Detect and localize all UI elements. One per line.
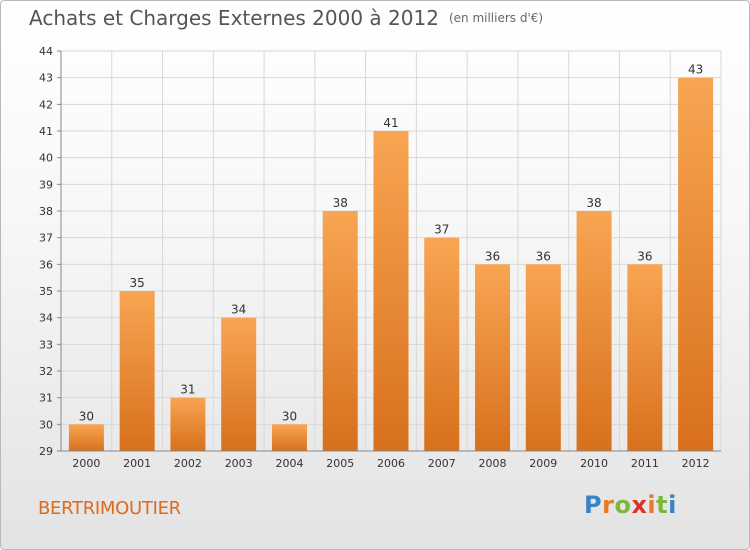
value-label-2003: 34	[231, 303, 246, 317]
chart-title: Achats et Charges Externes 2000 à 2012 (e…	[29, 6, 543, 30]
value-label-2004: 30	[282, 409, 297, 423]
bar-2001	[119, 291, 155, 451]
x-tick-label-2003: 2003	[225, 457, 253, 470]
bar-2004	[271, 424, 307, 451]
bar-2009	[525, 264, 561, 451]
bar-2006	[373, 131, 409, 451]
y-tick-label-43: 43	[39, 72, 53, 85]
bar-2008	[475, 264, 511, 451]
chart-title-text: Achats et Charges Externes 2000 à 2012	[29, 6, 439, 30]
y-tick-label-37: 37	[39, 232, 53, 245]
value-label-2012: 43	[688, 63, 703, 77]
y-tick-label-34: 34	[39, 312, 53, 325]
y-tick-label-32: 32	[39, 365, 53, 378]
x-tick-label-2001: 2001	[123, 457, 151, 470]
value-label-2010: 38	[586, 196, 601, 210]
y-tick-label-42: 42	[39, 98, 53, 111]
bar-2005	[322, 211, 358, 451]
y-tick-label-41: 41	[39, 125, 53, 138]
bar-2012	[678, 77, 714, 452]
x-tick-label-2006: 2006	[377, 457, 405, 470]
x-tick-label-2005: 2005	[326, 457, 354, 470]
x-tick-label-2012: 2012	[682, 457, 710, 470]
y-tick-label-36: 36	[39, 258, 53, 271]
bar-2000	[68, 424, 104, 451]
x-tick-label-2007: 2007	[428, 457, 456, 470]
bar-2011	[627, 264, 663, 451]
x-tick-label-2004: 2004	[275, 457, 303, 470]
value-label-2002: 31	[180, 383, 195, 397]
bar-2007	[424, 237, 460, 451]
x-tick-label-2002: 2002	[174, 457, 202, 470]
value-label-2001: 35	[130, 276, 145, 290]
x-tick-label-2009: 2009	[529, 457, 557, 470]
unit-label: (en milliers d'€)	[448, 11, 544, 25]
y-tick-label-30: 30	[39, 418, 53, 431]
bar-2002	[170, 397, 206, 451]
y-tick-label-39: 39	[39, 178, 53, 191]
x-tick-label-2000: 2000	[72, 457, 100, 470]
y-tick-label-38: 38	[39, 205, 53, 218]
x-tick-label-2010: 2010	[580, 457, 608, 470]
commune-name: BERTRIMOUTIER	[38, 498, 181, 519]
value-label-2009: 36	[536, 249, 551, 263]
bar-2003	[221, 317, 257, 451]
y-tick-label-35: 35	[39, 285, 53, 298]
y-tick-label-29: 29	[39, 445, 53, 458]
y-tick-label-31: 31	[39, 392, 53, 405]
y-tick-label-44: 44	[39, 45, 53, 58]
value-label-2006: 41	[383, 116, 398, 130]
proxiti-logo: Proxiti	[584, 491, 677, 519]
bar-2010	[576, 211, 612, 451]
value-label-2008: 36	[485, 249, 500, 263]
value-label-2005: 38	[333, 196, 348, 210]
x-tick-label-2008: 2008	[479, 457, 507, 470]
y-tick-label-40: 40	[39, 152, 53, 165]
value-label-2011: 36	[637, 249, 652, 263]
x-tick-label-2011: 2011	[631, 457, 659, 470]
value-label-2007: 37	[434, 223, 449, 237]
y-tick-label-33: 33	[39, 338, 53, 351]
value-label-2000: 30	[79, 409, 94, 423]
